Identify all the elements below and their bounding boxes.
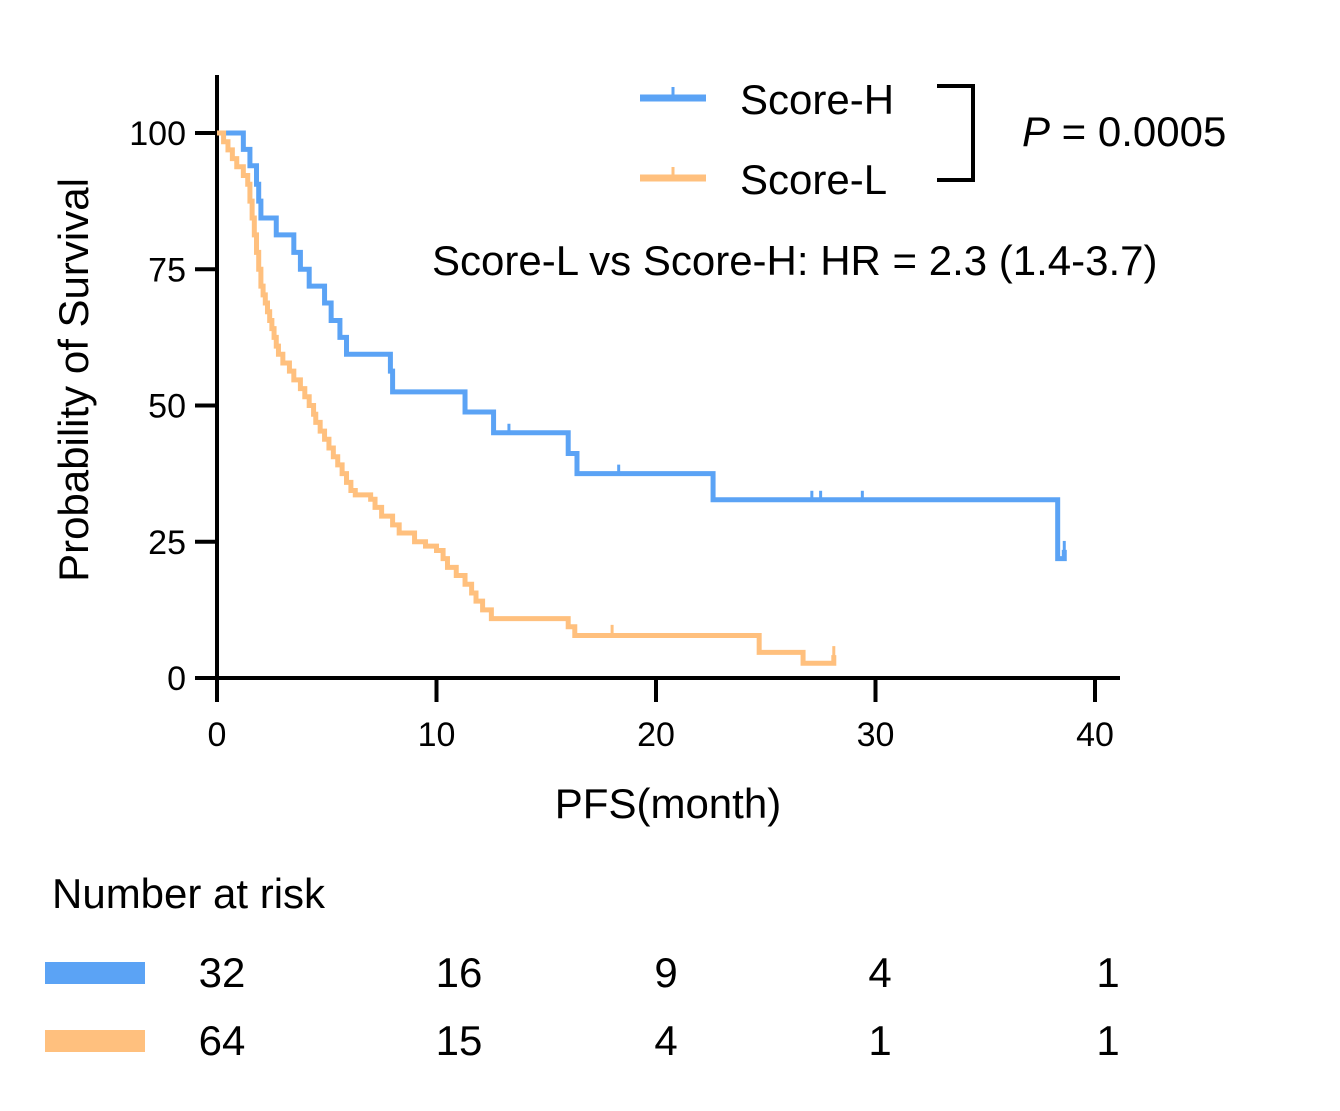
hazard-ratio-annotation: Score-L vs Score-H: HR = 2.3 (1.4-3.7) [432,237,1158,284]
risk-count-score-l: 1 [868,1017,891,1064]
curve-score-h [217,130,1067,562]
risk-count-score-l: 15 [436,1017,483,1064]
y-tick-label: 0 [167,660,186,698]
curve-score-l [217,130,837,666]
y-tick-label: 100 [129,115,186,153]
risk-count-score-l: 1 [1096,1017,1119,1064]
x-tick-label: 10 [418,716,456,754]
risk-count-score-l: 64 [199,1017,246,1064]
legend-bracket [937,84,975,182]
risk-count-score-h: 1 [1096,949,1119,996]
y-axis-title: Probability of Survival [50,178,97,582]
number-at-risk-table: 32 16 9 4 1 64 15 4 1 1 [45,949,1120,1064]
x-tick-label: 0 [208,716,227,754]
risk-swatch-score-l [45,1030,145,1052]
risk-count-score-h: 4 [868,949,891,996]
y-ticks: 0 25 50 75 100 [129,115,217,698]
x-tick-label: 20 [637,716,675,754]
x-tick-label: 40 [1076,716,1114,754]
y-tick-label: 25 [148,524,186,562]
risk-count-score-h: 16 [436,949,483,996]
p-value-annotation: P = 0.0005 [1022,108,1226,155]
risk-count-score-h: 9 [654,949,677,996]
p-value-symbol: P [1022,108,1050,155]
y-tick-label: 75 [148,251,186,289]
risk-count-score-l: 4 [654,1017,677,1064]
number-at-risk-title: Number at risk [52,870,326,917]
x-tick-label: 30 [857,716,895,754]
risk-swatch-score-h [45,962,145,984]
y-tick-label: 50 [148,388,186,426]
legend-label-score-l: Score-L [740,156,887,203]
survival-curves [217,130,1067,666]
risk-count-score-h: 32 [199,949,246,996]
legend-label-score-h: Score-H [740,76,894,123]
p-value-number: = 0.0005 [1050,108,1226,155]
x-axis-title: PFS(month) [555,780,781,827]
x-ticks: 0 10 20 30 40 [208,678,1114,754]
legend: Score-H Score-L [640,76,975,203]
plot-axes [215,75,1120,680]
